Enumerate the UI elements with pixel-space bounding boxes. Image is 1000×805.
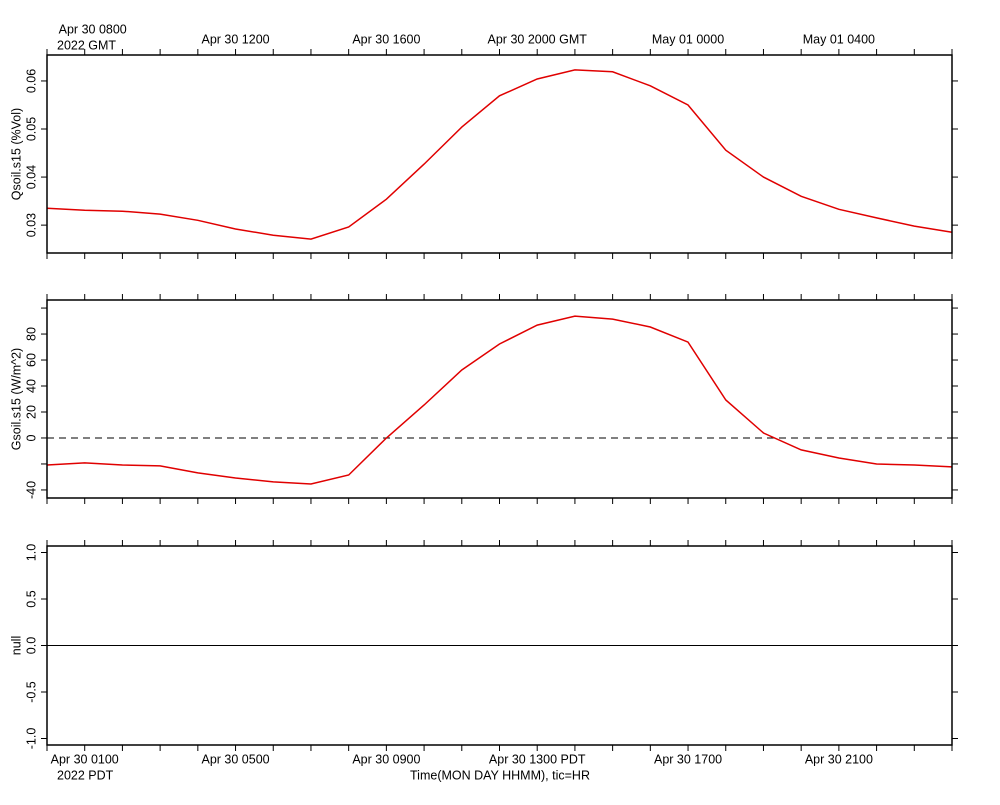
data-line <box>46 315 953 485</box>
y-tick-label: 40 <box>24 379 38 393</box>
bottom-tick-label: Apr 30 2100 <box>805 752 873 766</box>
top-year-note: 2022 GMT <box>57 38 116 52</box>
bottom-tick-label: Apr 30 0500 <box>201 752 269 766</box>
top-tick-label: Apr 30 2000 GMT <box>488 32 588 46</box>
y-tick-label: 0.04 <box>24 165 38 189</box>
y-tick-label: 60 <box>24 353 38 367</box>
bottom-tick-label: Apr 30 0100 <box>51 752 119 766</box>
bottom-tick-label: Apr 30 1300 PDT <box>489 752 586 766</box>
top-tick-label: Apr 30 1600 <box>352 32 420 46</box>
y-tick-label: -1.0 <box>24 728 38 750</box>
y-tick-label: 80 <box>24 327 38 341</box>
bottom-tick-label: Apr 30 1700 <box>654 752 722 766</box>
plot-frame <box>46 299 953 499</box>
y-tick-label: 0 <box>24 434 38 441</box>
top-tick-label: Apr 30 1200 <box>201 32 269 46</box>
y-axis-title: Gsoil.s15 (W/m^2) <box>9 348 23 450</box>
plot-frame <box>46 545 953 746</box>
x-axis-title: Time(MON DAY HHMM), tic=HR <box>410 768 590 782</box>
plot-frame <box>46 54 953 254</box>
y-tick-label: 0.05 <box>24 117 38 141</box>
y-tick-label: -40 <box>24 481 38 499</box>
y-tick-label: 0.0 <box>24 637 38 654</box>
y-tick-label: 0.06 <box>24 69 38 93</box>
top-tick-label: Apr 30 0800 <box>59 22 127 36</box>
top-tick-label: May 01 0000 <box>652 32 724 46</box>
y-axis-title: Qsoil.s15 (%Vol) <box>9 108 23 200</box>
y-tick-label: 1.0 <box>24 544 38 561</box>
y-tick-label: 0.03 <box>24 213 38 237</box>
bottom-tick-label: Apr 30 0900 <box>352 752 420 766</box>
data-line <box>46 69 953 240</box>
top-tick-label: May 01 0400 <box>803 32 875 46</box>
y-tick-label: 0.5 <box>24 590 38 607</box>
y-tick-label: 20 <box>24 405 38 419</box>
y-tick-label: -0.5 <box>24 681 38 703</box>
bottom-year-note: 2022 PDT <box>57 768 114 782</box>
y-axis-title: null <box>9 636 23 655</box>
